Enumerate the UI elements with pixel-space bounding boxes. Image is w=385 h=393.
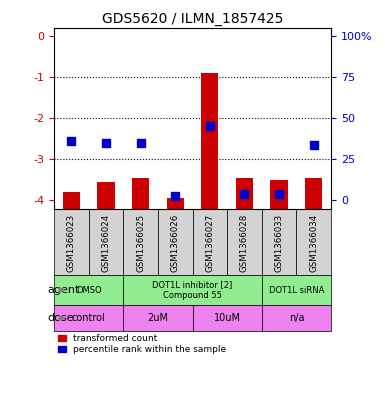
Bar [236, 178, 253, 209]
Bar [123, 209, 158, 275]
Text: GSM1366025: GSM1366025 [136, 214, 145, 272]
Bar [123, 275, 262, 305]
Bar [201, 73, 219, 209]
Bar [62, 192, 80, 209]
Bar [54, 275, 123, 305]
Bar [132, 178, 149, 209]
Bar [97, 182, 115, 209]
Bar [167, 198, 184, 209]
Text: GSM1366026: GSM1366026 [171, 214, 180, 272]
Text: GSM1366033: GSM1366033 [275, 214, 284, 272]
Text: dose: dose [47, 313, 74, 323]
Text: GSM1366034: GSM1366034 [309, 214, 318, 272]
Bar [123, 305, 192, 331]
Point [311, 142, 317, 148]
Bar [227, 209, 262, 275]
Point [137, 140, 144, 146]
Bar [296, 209, 331, 275]
Text: GSM1366023: GSM1366023 [67, 214, 76, 272]
Bar [54, 305, 123, 331]
Text: GSM1366027: GSM1366027 [205, 214, 214, 272]
Point [207, 123, 213, 130]
Text: DOT1L siRNA: DOT1L siRNA [269, 286, 324, 295]
Text: 10uM: 10uM [214, 313, 241, 323]
Text: agent: agent [47, 285, 79, 295]
Text: n/a: n/a [289, 313, 304, 323]
Bar [89, 209, 123, 275]
Bar [262, 209, 296, 275]
Bar [262, 305, 331, 331]
Text: control: control [72, 313, 105, 323]
Bar [305, 178, 323, 209]
Text: DMSO: DMSO [76, 286, 101, 295]
Bar [192, 209, 227, 275]
Point [172, 193, 178, 200]
Point [103, 140, 109, 146]
Bar [158, 209, 192, 275]
Text: GSM1366028: GSM1366028 [240, 214, 249, 272]
Text: 2uM: 2uM [147, 313, 168, 323]
Bar [192, 305, 262, 331]
Bar [262, 275, 331, 305]
Text: DOT1L inhibitor [2]
Compound 55: DOT1L inhibitor [2] Compound 55 [152, 281, 233, 300]
Text: GSM1366024: GSM1366024 [101, 214, 110, 272]
Title: GDS5620 / ILMN_1857425: GDS5620 / ILMN_1857425 [102, 13, 283, 26]
Point [241, 191, 248, 197]
Point [68, 138, 74, 144]
Point [276, 191, 282, 197]
Legend: transformed count, percentile rank within the sample: transformed count, percentile rank withi… [59, 334, 226, 354]
Bar [271, 180, 288, 209]
Bar [54, 209, 89, 275]
